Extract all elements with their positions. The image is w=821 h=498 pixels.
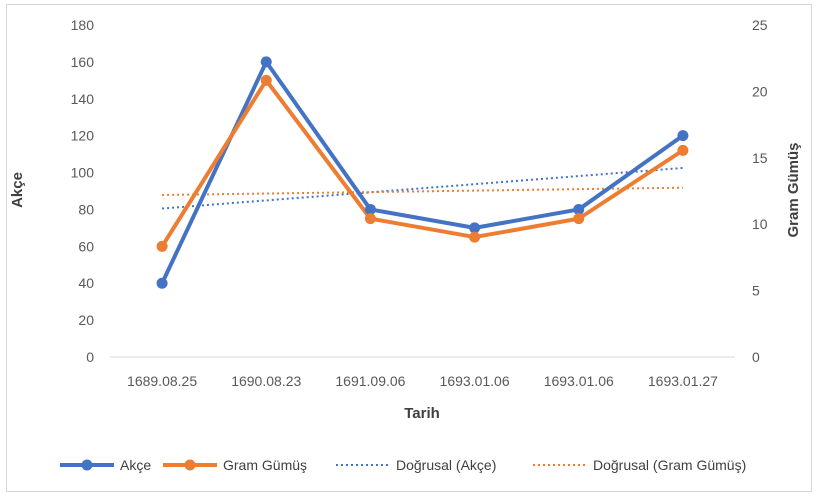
data-point bbox=[469, 231, 481, 243]
y-tick-label: 120 bbox=[71, 128, 95, 144]
x-axis-ticks: 1689.08.25 1690.08.23 1691.09.06 1693.01.06… bbox=[127, 373, 718, 389]
data-point bbox=[677, 144, 689, 156]
y-tick-label: 100 bbox=[71, 165, 95, 181]
y-tick-label: 60 bbox=[78, 238, 94, 254]
y-tick-label: 40 bbox=[78, 275, 94, 291]
legend-label: Akçe bbox=[120, 457, 151, 473]
series-lines bbox=[160, 59, 685, 286]
series-points bbox=[156, 56, 689, 289]
series-line bbox=[160, 78, 685, 249]
x-tick-label: 1693.01.06 bbox=[544, 373, 614, 389]
data-point bbox=[364, 203, 376, 215]
y2-tick-label: 15 bbox=[752, 150, 768, 166]
right-axis-ticks: 0 5 10 15 20 25 bbox=[752, 17, 768, 365]
y-axis-title: Akçe bbox=[9, 172, 26, 208]
legend-label: Gram Gümüş bbox=[223, 457, 307, 473]
y2-axis-title: Gram Gümüş bbox=[785, 142, 802, 237]
legend-marker bbox=[184, 459, 196, 471]
data-point bbox=[573, 203, 585, 215]
left-axis-ticks: 0 20 40 60 80 100 120 140 160 180 bbox=[71, 17, 95, 365]
y-tick-label: 140 bbox=[71, 91, 95, 107]
legend-item: Doğrusal (Akçe) bbox=[336, 457, 496, 473]
y2-tick-label: 10 bbox=[752, 216, 768, 232]
legend: Akçe Gram Gümüş Doğrusal (Akçe) Doğrusal (G… bbox=[60, 457, 746, 473]
legend-label: Doğrusal (Akçe) bbox=[396, 457, 496, 473]
legend-marker bbox=[81, 459, 93, 471]
y-tick-label: 180 bbox=[71, 17, 95, 33]
data-point bbox=[469, 222, 481, 234]
x-tick-label: 1689.08.25 bbox=[127, 373, 197, 389]
trend-lines bbox=[162, 166, 683, 210]
y-tick-label: 80 bbox=[78, 201, 94, 217]
x-tick-label: 1693.01.06 bbox=[440, 373, 510, 389]
x-tick-label: 1690.08.23 bbox=[231, 373, 301, 389]
y2-tick-label: 0 bbox=[752, 349, 760, 365]
data-point bbox=[260, 74, 272, 86]
y-tick-label: 160 bbox=[71, 54, 95, 70]
x-axis-title: Tarih bbox=[404, 405, 440, 422]
legend-label: Doğrusal (Gram Gümüş) bbox=[593, 457, 746, 473]
x-tick-label: 1691.09.06 bbox=[335, 373, 405, 389]
chart-frame bbox=[6, 4, 812, 492]
data-point bbox=[156, 277, 168, 289]
data-point bbox=[364, 213, 376, 225]
y-tick-label: 20 bbox=[78, 312, 94, 328]
legend-item: Gram Gümüş bbox=[163, 457, 307, 473]
series-line bbox=[160, 59, 685, 286]
trend-line bbox=[162, 186, 683, 196]
legend-item: Doğrusal (Gram Gümüş) bbox=[533, 457, 746, 473]
data-point bbox=[677, 130, 689, 142]
y-tick-label: 0 bbox=[86, 349, 94, 365]
y2-tick-label: 20 bbox=[752, 83, 768, 99]
data-point bbox=[260, 56, 272, 68]
y2-tick-label: 5 bbox=[752, 283, 760, 299]
y2-tick-label: 25 bbox=[752, 17, 768, 33]
data-point bbox=[573, 213, 585, 225]
legend-item: Akçe bbox=[60, 457, 151, 473]
x-tick-label: 1693.01.27 bbox=[648, 373, 718, 389]
trend-line bbox=[162, 166, 683, 210]
data-point bbox=[156, 240, 168, 252]
